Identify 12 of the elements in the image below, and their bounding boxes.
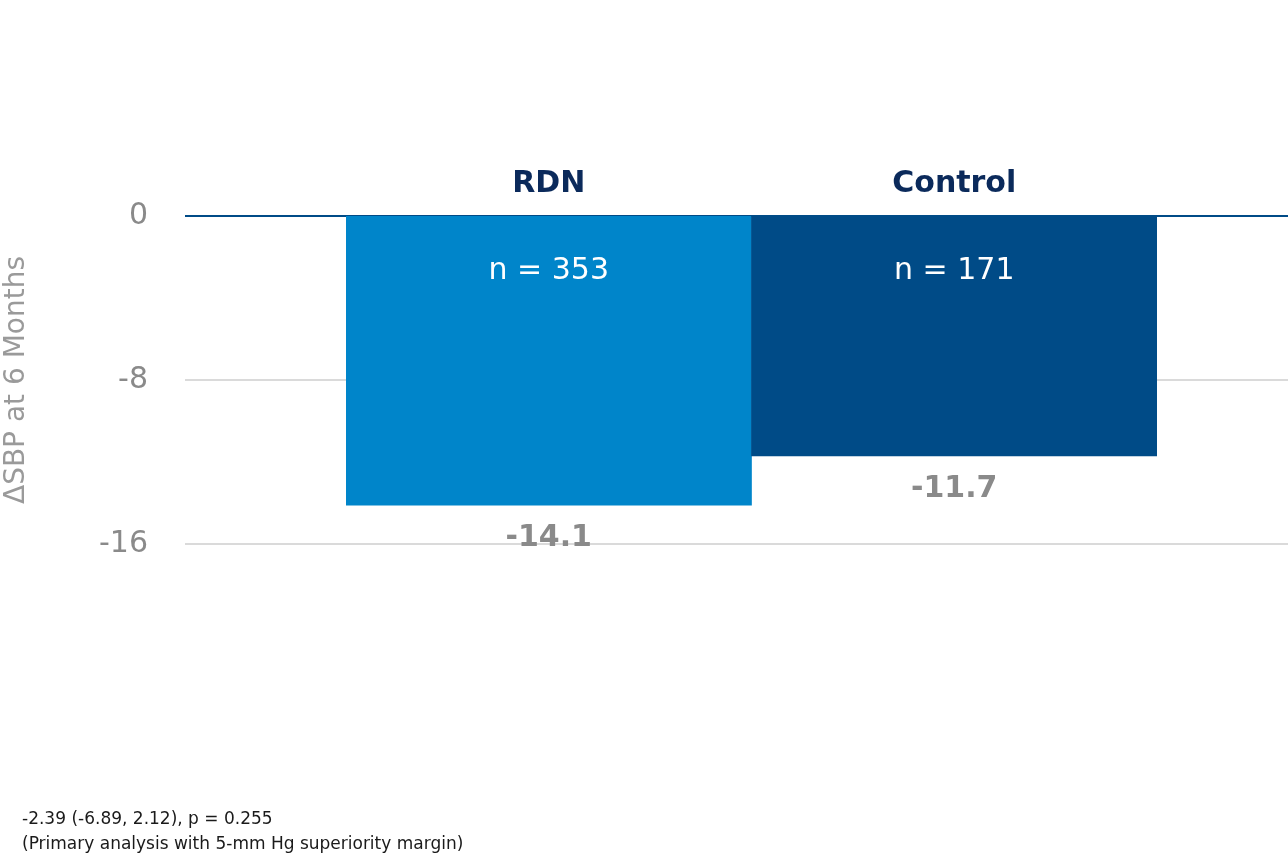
y-tick-label: -16 [99,523,148,559]
data-label: -14.1 [505,517,592,553]
y-axis-title: ΔSBP at 6 Months [0,255,32,505]
text: (Primary analysis with 5-mm Hg superiority margin) [22,832,464,855]
annotation: n = 353 [488,250,609,286]
annotation: n = 171 [894,250,1015,286]
x-tick-label: RDN [512,163,586,199]
y-tick-label: -8 [118,359,148,395]
y-tick-label: 0 [128,195,148,231]
text: -2.39 (-6.89, 2.12), p = 0.255 [22,807,274,830]
x-tick-label: Control [892,163,1017,199]
data-label: -11.7 [911,468,998,504]
